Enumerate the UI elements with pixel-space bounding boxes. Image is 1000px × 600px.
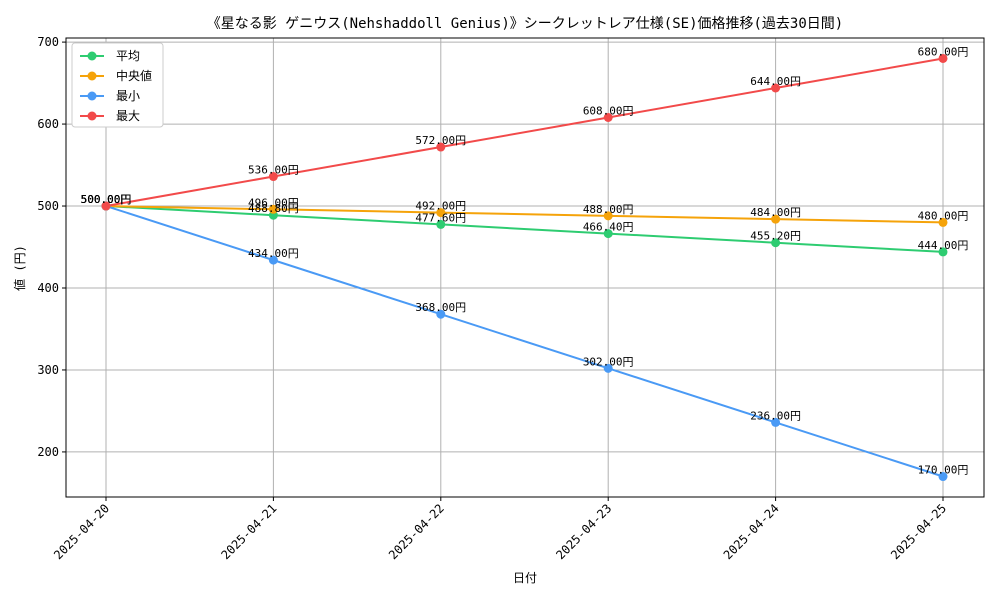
data-label: 302.00円 [583, 355, 634, 368]
data-label: 477.60円 [415, 211, 466, 224]
plot-frame [65, 37, 985, 498]
y-tick-label: 200 [37, 445, 59, 459]
data-point [603, 229, 613, 239]
data-point [436, 208, 446, 218]
data-label: 466.40円 [583, 221, 634, 234]
data-label: 500.00円 [81, 193, 132, 206]
y-axis-ticks: 200 300 400 500 600 700 [37, 35, 66, 459]
data-point [938, 472, 948, 482]
y-axis-label: 値 (円) [12, 245, 27, 291]
data-label: 434.00円 [248, 247, 299, 260]
data-point [101, 201, 111, 211]
grid-lines [66, 38, 984, 497]
y-tick-label: 700 [37, 35, 59, 49]
data-point [771, 238, 781, 248]
data-label: 680.00円 [918, 45, 969, 58]
data-label: 444.00円 [918, 239, 969, 252]
data-point [603, 211, 613, 221]
series-line-3 [105, 57, 944, 208]
series-line-2 [105, 205, 944, 478]
data-label: 500.00円 [81, 193, 132, 206]
data-point [771, 417, 781, 427]
data-label: 480.00円 [918, 209, 969, 222]
data-point [436, 142, 446, 152]
data-label: 500.00円 [81, 193, 132, 206]
legend-swatch-marker [87, 91, 97, 101]
y-tick-label: 300 [37, 363, 59, 377]
legend-label: 最小 [116, 89, 140, 103]
legend-swatch-marker [87, 111, 97, 121]
data-point [268, 172, 278, 182]
data-point [938, 217, 948, 227]
data-point [268, 255, 278, 265]
series-lines [105, 57, 944, 478]
data-point [938, 53, 948, 63]
legend-swatch-marker [87, 51, 97, 61]
x-axis-label: 日付 [513, 571, 537, 585]
data-point [771, 214, 781, 224]
y-tick-label: 400 [37, 281, 59, 295]
data-label: 488.00円 [583, 203, 634, 216]
data-point [268, 204, 278, 214]
y-tick-label: 600 [37, 117, 59, 131]
data-label: 170.00円 [918, 464, 969, 477]
data-label: 644.00円 [750, 75, 801, 88]
legend-label: 最大 [116, 109, 140, 123]
data-point [603, 113, 613, 123]
data-label: 484.00円 [750, 206, 801, 219]
y-tick-label: 500 [37, 199, 59, 213]
series-line-1 [105, 205, 944, 224]
data-label: 496.00円 [248, 196, 299, 209]
series-markers [101, 53, 948, 482]
data-point [436, 219, 446, 229]
chart-title: 《星なる影 ゲニウス(Nehshaddoll Genius)》シークレットレア仕… [207, 16, 843, 32]
data-point [603, 363, 613, 373]
data-label: 455.20円 [750, 230, 801, 243]
legend-label: 平均 [116, 49, 140, 63]
data-point [771, 83, 781, 93]
data-label: 536.00円 [248, 164, 299, 177]
data-label: 492.00円 [415, 200, 466, 213]
data-label: 608.00円 [583, 105, 634, 118]
data-label: 368.00円 [415, 301, 466, 314]
data-point [938, 247, 948, 257]
data-label: 488.80円 [248, 202, 299, 215]
legend-label: 中央値 [116, 68, 152, 83]
legend-swatch-marker [87, 71, 97, 81]
data-label: 500.00円 [81, 193, 132, 206]
legend-box [71, 42, 164, 128]
data-label: 236.00円 [750, 409, 801, 422]
data-point [436, 309, 446, 319]
series-line-0 [105, 205, 944, 253]
data-label: 572.00円 [415, 134, 466, 147]
data-labels: 500.00円 488.80円 477.60円 466.40円 455.20円 444.0… [81, 45, 969, 476]
